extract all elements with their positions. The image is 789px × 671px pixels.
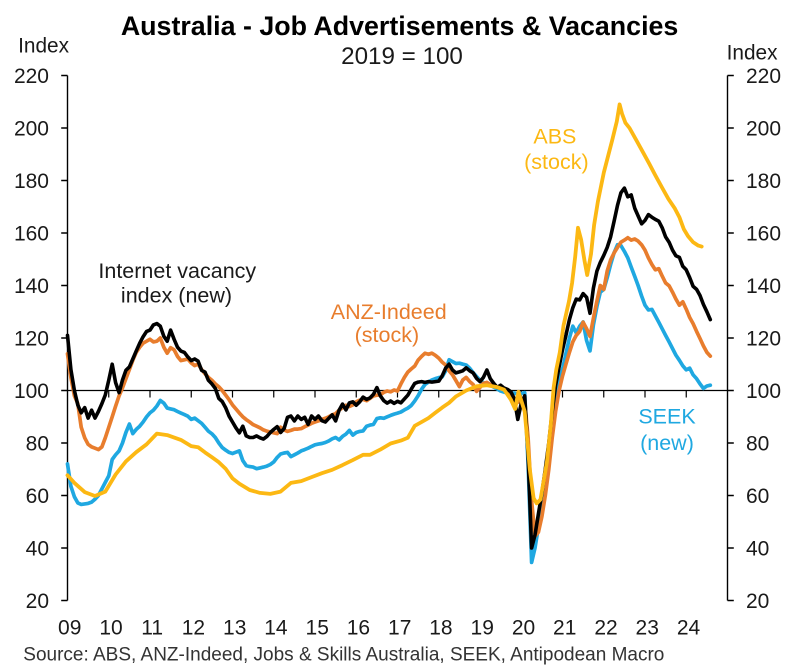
svg-text:40: 40 [746,538,769,561]
svg-text:ANZ-Indeed: ANZ-Indeed [331,300,447,324]
svg-text:140: 140 [746,275,781,298]
svg-text:160: 160 [14,223,49,246]
svg-text:SEEK: SEEK [638,404,696,428]
svg-text:20: 20 [512,616,535,639]
svg-text:13: 13 [223,616,246,639]
svg-text:20: 20 [746,590,769,613]
svg-text:12: 12 [182,616,205,639]
svg-text:20: 20 [26,590,49,613]
svg-text:Australia - Job Advertisements: Australia - Job Advertisements & Vacanci… [121,11,679,41]
svg-text:200: 200 [746,118,781,141]
svg-text:09: 09 [58,616,81,639]
svg-text:16: 16 [347,616,370,639]
svg-text:23: 23 [636,616,659,639]
svg-text:21: 21 [553,616,576,639]
svg-text:40: 40 [26,538,49,561]
svg-text:220: 220 [14,65,49,88]
svg-text:index (new): index (new) [121,283,232,307]
svg-text:19: 19 [471,616,494,639]
svg-text:Index: Index [18,35,69,58]
svg-text:ABS: ABS [533,125,576,149]
svg-text:100: 100 [746,380,781,403]
svg-text:(stock): (stock) [524,150,589,174]
svg-text:11: 11 [141,616,163,639]
svg-text:200: 200 [14,118,49,141]
svg-text:80: 80 [746,433,769,456]
svg-text:2019 = 100: 2019 = 100 [341,43,463,70]
svg-text:(new): (new) [640,431,694,455]
svg-text:180: 180 [14,170,49,193]
svg-text:60: 60 [746,485,769,508]
svg-text:18: 18 [429,616,452,639]
svg-text:160: 160 [746,223,781,246]
svg-text:140: 140 [14,275,49,298]
svg-text:180: 180 [746,170,781,193]
svg-text:10: 10 [99,616,122,639]
svg-text:60: 60 [26,485,49,508]
svg-text:15: 15 [306,616,329,639]
svg-text:Index: Index [727,42,778,65]
svg-text:220: 220 [746,65,781,88]
svg-text:Internet vacancy: Internet vacancy [98,259,256,283]
svg-text:Source: ABS, ANZ-Indeed, Jobs: Source: ABS, ANZ-Indeed, Jobs & Skills A… [23,645,664,666]
svg-text:100: 100 [14,380,49,403]
svg-text:22: 22 [594,616,617,639]
svg-text:120: 120 [746,328,781,351]
svg-text:14: 14 [264,616,288,639]
svg-text:(stock): (stock) [355,323,420,347]
svg-text:80: 80 [26,433,49,456]
svg-text:120: 120 [14,328,49,351]
svg-text:17: 17 [388,616,411,639]
svg-text:24: 24 [677,616,701,639]
